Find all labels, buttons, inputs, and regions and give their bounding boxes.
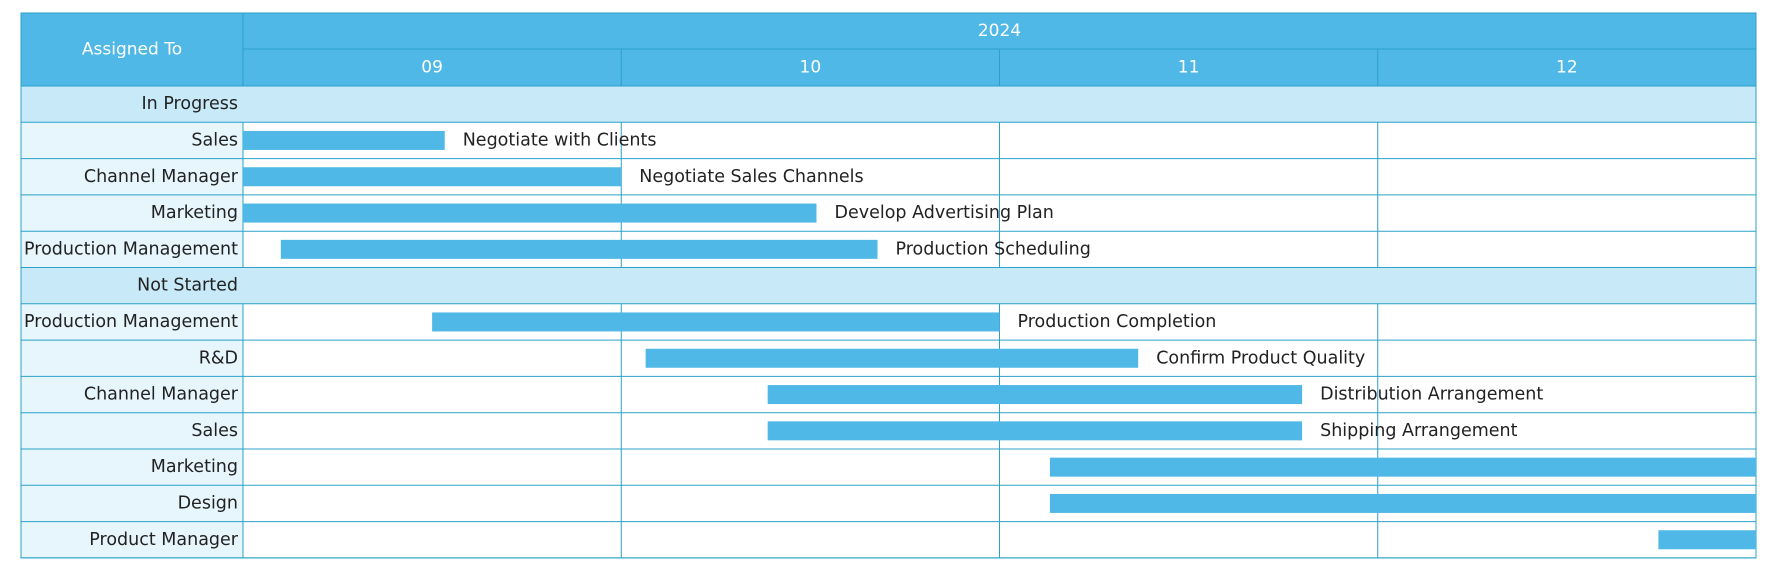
task-label: Confirm Product Quality xyxy=(1156,348,1365,368)
task-bar xyxy=(432,312,1000,332)
year-header: 2024 xyxy=(978,21,1021,41)
assignee-cell-background xyxy=(21,231,243,268)
assignee-label: Marketing xyxy=(151,457,238,477)
task-label: Shipping Arrangement xyxy=(1320,421,1518,441)
task-label: Negotiate Sales Channels xyxy=(639,167,863,187)
assignee-label: Product Manager xyxy=(89,530,239,550)
month-label: 12 xyxy=(1556,58,1578,78)
task-bar xyxy=(767,385,1303,405)
task-bar xyxy=(1049,457,1756,477)
task-bar xyxy=(280,239,878,259)
task-label: Production Completion xyxy=(1018,312,1217,332)
task-bar xyxy=(243,167,622,187)
task-bar xyxy=(1049,493,1756,513)
assignee-label: Sales xyxy=(191,421,238,441)
assignee-cell-background xyxy=(21,521,243,558)
assignee-cell-background xyxy=(21,485,243,522)
month-label: 10 xyxy=(800,58,822,78)
task-label: Production Scheduling xyxy=(895,239,1090,259)
chart-border xyxy=(20,12,1757,559)
task-label: Develop Advertising Plan xyxy=(834,203,1053,223)
group-row-background xyxy=(21,267,1756,304)
task-bar xyxy=(645,348,1139,368)
task-bar xyxy=(243,130,445,150)
task-bar xyxy=(1658,530,1756,550)
assignee-label: Design xyxy=(178,493,238,513)
assignee-cell-background xyxy=(21,194,243,232)
assignee-label: Production Management xyxy=(24,312,238,332)
assignee-label: Channel Manager xyxy=(84,167,239,187)
group-label: Not Started xyxy=(137,276,238,296)
month-label: 11 xyxy=(1178,58,1200,78)
assignee-cell-background xyxy=(21,122,243,159)
assignee-cell-background xyxy=(21,303,243,341)
assignee-label: R&D xyxy=(199,348,238,368)
task-label: Distribution Arrangement xyxy=(1320,385,1543,405)
assignee-label: Production Management xyxy=(24,239,238,259)
group-label: In Progress xyxy=(142,94,239,114)
assigned-to-header: Assigned To xyxy=(82,40,182,60)
assignee-label: Channel Manager xyxy=(84,385,239,405)
month-label: 09 xyxy=(421,58,443,78)
assignee-cell-background xyxy=(21,376,243,413)
assignee-cell-background xyxy=(21,449,243,486)
assignee-label: Sales xyxy=(191,130,238,150)
task-bar xyxy=(767,421,1303,441)
assignee-label: Marketing xyxy=(151,203,238,223)
group-row-background xyxy=(21,86,1756,123)
assignee-cell-background xyxy=(21,412,243,449)
task-label: Negotiate with Clients xyxy=(463,130,657,150)
assignee-cell-background xyxy=(21,340,243,377)
task-bar xyxy=(243,203,817,223)
assignee-cell-background xyxy=(21,158,243,195)
